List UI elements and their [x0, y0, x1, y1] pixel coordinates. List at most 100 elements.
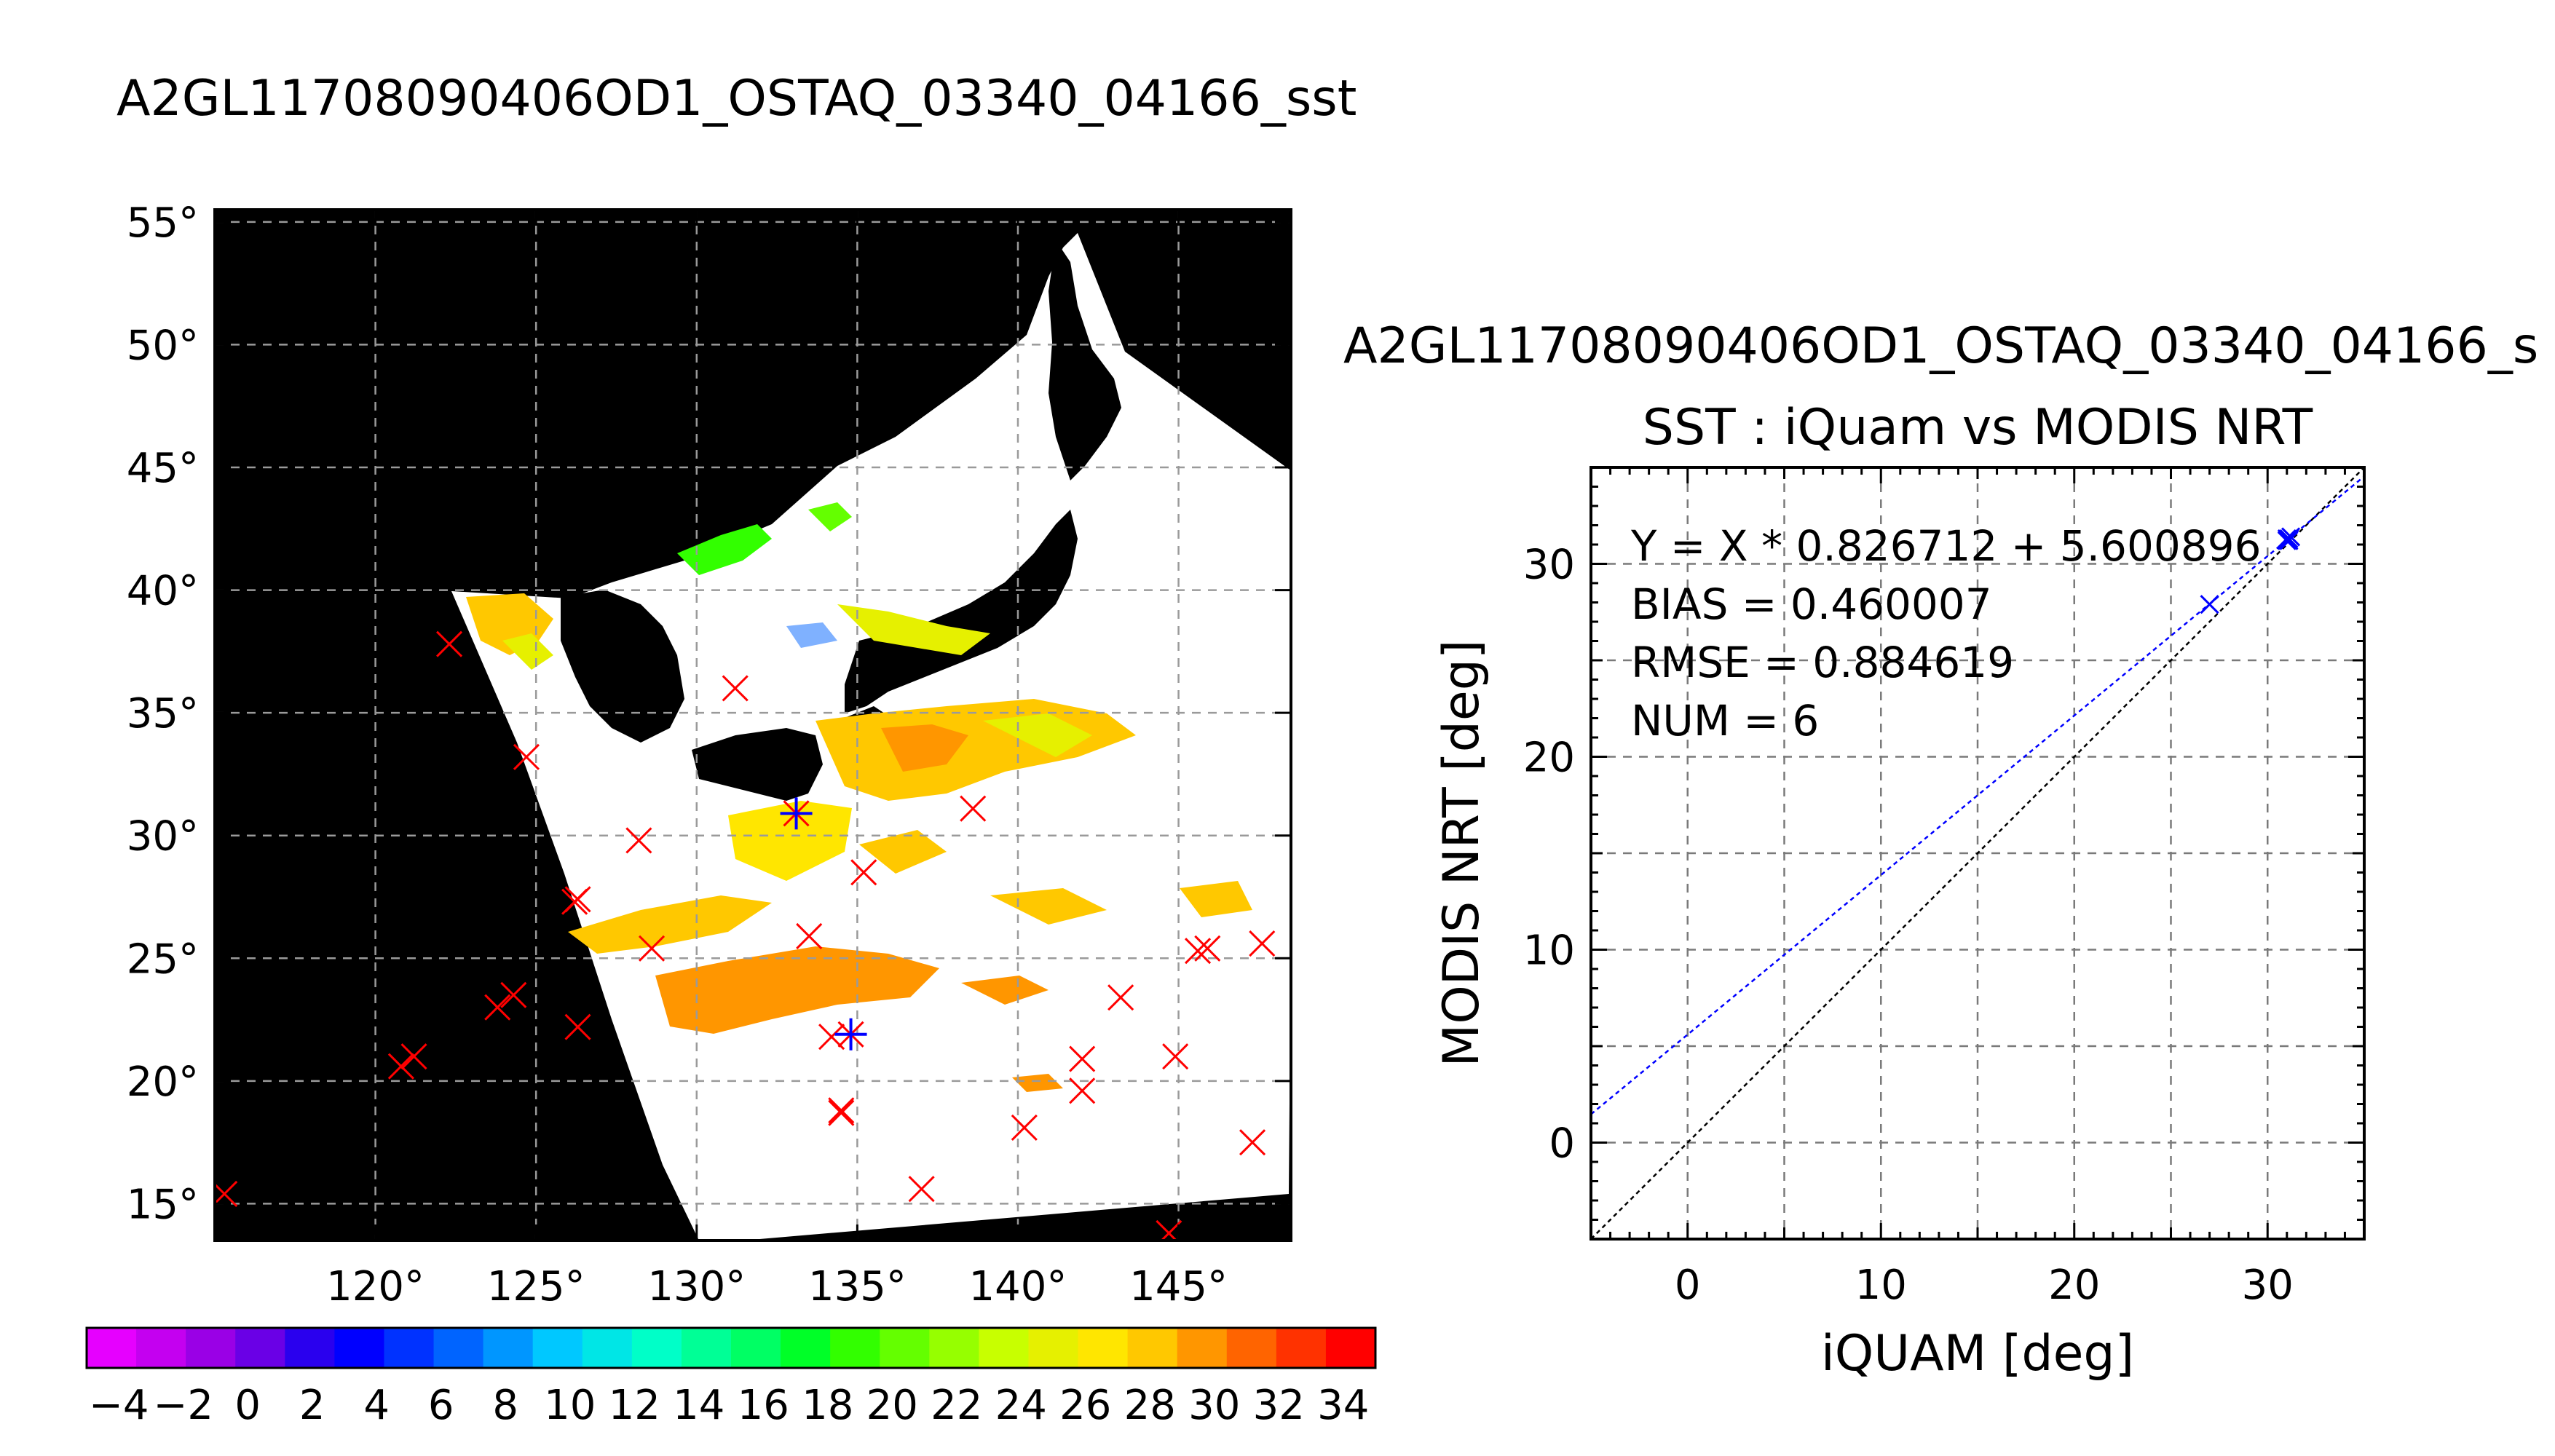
- matchup-marker-red: [722, 675, 749, 702]
- colorbar-swatch: [731, 1328, 781, 1368]
- matchup-marker-red: [400, 1043, 427, 1070]
- scatter-x-tick-label: 20: [2048, 1262, 2100, 1309]
- colorbar-swatches: [87, 1328, 1376, 1368]
- identity-line: [1591, 467, 2364, 1239]
- fit-line: [1591, 475, 2364, 1115]
- scatter-grid: [1591, 467, 2364, 1239]
- scatter-stat-line: Y = X * 0.826712 + 5.600896: [1630, 521, 2261, 571]
- sst-south-strip: [990, 888, 1107, 925]
- sst-yellow-sea-2: [502, 633, 553, 670]
- colorbar-tick-label: 30: [1188, 1382, 1240, 1429]
- sst-south-band: [568, 895, 772, 954]
- scatter-panel: A2GL11708090406OD1_OSTAQ_03340_04166_s S…: [1343, 317, 2538, 1382]
- scatter-file-title: A2GL11708090406OD1_OSTAQ_03340_04166_s: [1343, 317, 2538, 375]
- matchup-marker-red: [828, 1099, 855, 1126]
- matchup-marker-red: [1249, 930, 1276, 957]
- map-y-tick-label: 45°: [127, 445, 199, 492]
- matchup-marker-blue: [780, 797, 813, 830]
- sst-japan-sea-blue: [786, 622, 837, 648]
- sst-retrievals: [466, 502, 1252, 1092]
- colorbar-swatch: [186, 1328, 236, 1368]
- colorbar-swatch: [483, 1328, 534, 1368]
- sst-small-se: [1012, 1074, 1063, 1092]
- scatter-stats: Y = X * 0.826712 + 5.600896 BIAS = 0.4600…: [1630, 521, 2261, 745]
- scatter-point: [2281, 527, 2301, 547]
- matchup-marker-red: [960, 795, 987, 822]
- colorbar-frame: [85, 1326, 1377, 1369]
- sst-south-orange-2: [961, 976, 1049, 1005]
- matchup-marker-red: [1069, 1077, 1096, 1104]
- colorbar-tick-label: 10: [544, 1382, 596, 1429]
- matchup-marker-red: [625, 827, 652, 854]
- scatter-stat-line: BIAS = 0.460007: [1631, 579, 1992, 629]
- colorbar-swatch: [781, 1328, 831, 1368]
- colorbar-tick-label: 32: [1253, 1382, 1305, 1429]
- colorbar-swatch: [929, 1328, 979, 1368]
- map-y-tick-label: 20°: [127, 1059, 199, 1106]
- colorbar-swatch: [830, 1328, 880, 1368]
- scatter-x-tick-label: 10: [1855, 1262, 1907, 1309]
- primorye-coast: [917, 291, 1019, 393]
- matchup-marker-red: [850, 859, 877, 886]
- sst-east-yellow: [983, 713, 1092, 757]
- map-y-tick-label: 50°: [127, 322, 199, 369]
- scatter-stat-line: RMSE = 0.884619: [1631, 638, 2014, 687]
- scatter-point: [2200, 595, 2219, 614]
- sst-mid-band-2: [859, 830, 947, 874]
- colorbar-tick-label: −4: [89, 1382, 149, 1429]
- sst-mid-band: [728, 801, 852, 881]
- colorbar-tick-label: 12: [609, 1382, 660, 1429]
- honshu: [845, 510, 1078, 713]
- colorbar-tick-label: 26: [1059, 1382, 1111, 1429]
- matchup-marker-red: [1239, 1129, 1266, 1156]
- scatter-x-tick-label: 30: [2242, 1262, 2294, 1309]
- colorbar-tick-label: 18: [802, 1382, 853, 1429]
- colorbar-tick-labels: −4 −2 0 2 4 6 8 10 12 14 16 18 20 22 24 26 28 30 32 34: [89, 1382, 1369, 1429]
- matchup-marker-blue: [834, 1018, 867, 1051]
- colorbar-tick-label: 2: [299, 1382, 325, 1429]
- matchup-marker-red: [1184, 938, 1212, 965]
- scatter-ticks: [1591, 467, 2364, 1239]
- sst-japan-sea-green: [677, 524, 772, 575]
- scatter-tick-labels: 0 10 20 30 0 10 20 30: [1523, 542, 2294, 1310]
- hokkaido-sakhalin: [1049, 240, 1121, 480]
- small-island-north: [280, 357, 306, 375]
- taiwan: [240, 1034, 258, 1092]
- colorbar-swatch: [1276, 1328, 1327, 1368]
- scatter-stat-line: NUM = 6: [1631, 696, 1819, 745]
- matchup-marker-red: [500, 981, 527, 1008]
- matchup-marker-red: [561, 888, 588, 915]
- colorbar-swatch: [681, 1328, 732, 1368]
- scatter-y-tick-label: 10: [1523, 927, 1575, 975]
- colorbar-swatch: [136, 1328, 186, 1368]
- scatter-y-label: MODIS NRT [deg]: [1433, 640, 1490, 1067]
- map-plot-area: [215, 210, 1291, 1241]
- colorbar-swatch: [384, 1328, 435, 1368]
- colorbar-swatch: [532, 1328, 583, 1368]
- map-x-tick-label: 145°: [1129, 1263, 1228, 1310]
- colorbar-swatch: [433, 1328, 484, 1368]
- matchup-marker-red: [908, 1176, 935, 1203]
- colorbar-tick-label: 4: [363, 1382, 390, 1429]
- kyushu: [692, 728, 823, 801]
- matchup-marker-red: [1194, 935, 1221, 962]
- scatter-point: [2279, 531, 2299, 550]
- map-x-tick-label: 125°: [487, 1263, 585, 1310]
- matchup-marker-red: [1011, 1114, 1038, 1141]
- scatter-points: [2200, 527, 2301, 614]
- map-title: A2GL11708090406OD1_OSTAQ_03340_04166_sst: [117, 70, 1357, 127]
- matchup-marker-red: [638, 935, 666, 962]
- colorbar-swatch: [631, 1328, 682, 1368]
- map-y-tick-label: 35°: [127, 690, 199, 737]
- map-x-tick-label: 140°: [969, 1263, 1067, 1310]
- colorbar-swatch: [880, 1328, 930, 1368]
- colorbar-swatch: [285, 1328, 335, 1368]
- colorbar-tick-label: 6: [428, 1382, 454, 1429]
- sst-kuroshio-orange: [881, 724, 968, 772]
- scatter-y-tick-label: 30: [1523, 542, 1575, 589]
- colorbar: −4 −2 0 2 4 6 8 10 12 14 16 18 20 22 24 26 28 30 32 34: [85, 1326, 1377, 1429]
- colorbar-swatch: [334, 1328, 384, 1368]
- colorbar-tick-label: −2: [153, 1382, 213, 1429]
- colorbar-swatch: [1177, 1328, 1228, 1368]
- map-y-tick-label: 55°: [127, 199, 199, 247]
